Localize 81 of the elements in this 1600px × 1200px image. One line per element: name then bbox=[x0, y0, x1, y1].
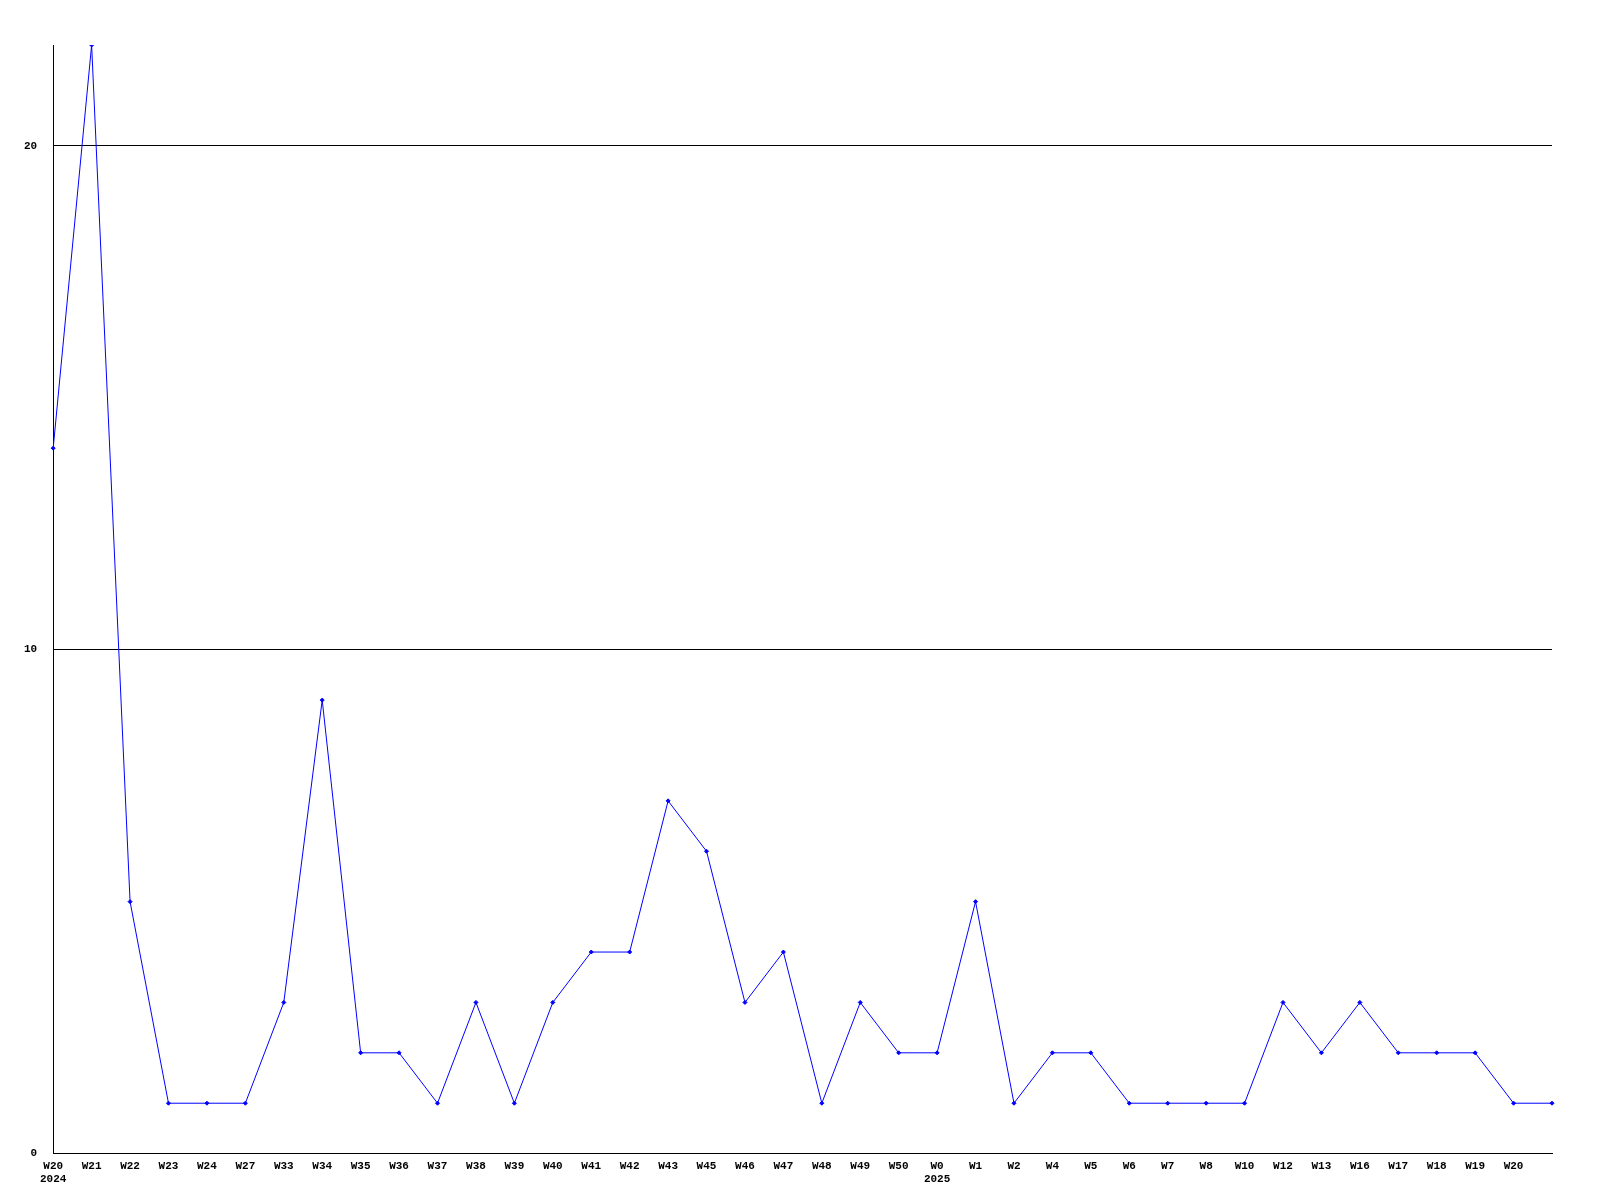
x-tick-label: W8 bbox=[1199, 1159, 1214, 1172]
point bbox=[550, 999, 556, 1005]
x-tick-label: W24 bbox=[197, 1159, 218, 1172]
point bbox=[1472, 1050, 1478, 1056]
point bbox=[973, 899, 979, 905]
x-tick-label: W10 bbox=[1234, 1159, 1255, 1172]
point bbox=[50, 445, 56, 451]
point bbox=[1203, 1100, 1209, 1106]
x-tick-label: W39 bbox=[504, 1159, 525, 1172]
x-tick-label: W33 bbox=[273, 1159, 295, 1172]
x-tick-label: W48 bbox=[811, 1159, 833, 1172]
point bbox=[281, 999, 287, 1005]
point bbox=[819, 1100, 825, 1106]
point bbox=[1280, 999, 1286, 1005]
point bbox=[204, 1100, 210, 1106]
point bbox=[780, 949, 786, 955]
point bbox=[1049, 1050, 1055, 1056]
point bbox=[242, 1100, 248, 1106]
point bbox=[1395, 1050, 1401, 1056]
x-tick-label: W49 bbox=[850, 1159, 871, 1172]
x-tick-label: W19 bbox=[1465, 1159, 1486, 1172]
x-tick-label: W46 bbox=[735, 1159, 755, 1172]
x-tick-label: W50 bbox=[888, 1159, 909, 1172]
x-tick-label: W38 bbox=[466, 1159, 487, 1172]
x-tick-label: W37 bbox=[427, 1159, 448, 1172]
x-tick-label: W20 bbox=[1503, 1159, 1524, 1172]
x-tick-label: W6 bbox=[1122, 1159, 1136, 1172]
x-tick-label: W12 bbox=[1273, 1159, 1293, 1172]
x-tick-label: W1 bbox=[968, 1159, 983, 1172]
point bbox=[473, 999, 479, 1005]
point bbox=[934, 1050, 940, 1056]
x-tick-label: W13 bbox=[1311, 1159, 1332, 1172]
x-tick-label: W4 bbox=[1045, 1159, 1060, 1172]
point bbox=[358, 1050, 364, 1056]
y-tick-label: 20 bbox=[24, 139, 38, 152]
x-tick-label: W36 bbox=[389, 1159, 409, 1172]
x-tick-label: W23 bbox=[158, 1159, 179, 1172]
point bbox=[511, 1100, 517, 1106]
point bbox=[396, 1050, 402, 1056]
x-tick-label: W21 bbox=[81, 1159, 102, 1172]
x-tick-label: W42 bbox=[619, 1159, 640, 1172]
y-tick-label: 0 bbox=[30, 1147, 38, 1160]
point bbox=[857, 999, 863, 1005]
x-tick-label: W34 bbox=[312, 1159, 333, 1172]
x-tick-label: W18 bbox=[1426, 1159, 1447, 1172]
x-tick-label: W40 bbox=[542, 1159, 563, 1172]
point bbox=[1434, 1050, 1440, 1056]
x-tick-label: W45 bbox=[696, 1159, 717, 1172]
x-tick-label: W17 bbox=[1388, 1159, 1409, 1172]
point bbox=[665, 798, 671, 804]
x-tick-label: W47 bbox=[773, 1159, 794, 1172]
point bbox=[742, 999, 748, 1005]
x-tick-label: W43 bbox=[658, 1159, 679, 1172]
point bbox=[1165, 1100, 1171, 1106]
point bbox=[1242, 1100, 1248, 1106]
point bbox=[1011, 1100, 1017, 1106]
x-tick-label: W2 bbox=[1007, 1159, 1021, 1172]
x-tick-label: W35 bbox=[350, 1159, 371, 1172]
x-tick-label: W7 bbox=[1161, 1159, 1175, 1172]
point bbox=[1549, 1100, 1555, 1106]
x-tick-label: W22 bbox=[120, 1159, 140, 1172]
point bbox=[1357, 999, 1363, 1005]
point bbox=[165, 1100, 171, 1106]
x-tick-label: W41 bbox=[581, 1159, 602, 1172]
point bbox=[127, 899, 133, 905]
x-tick-label: W27 bbox=[235, 1159, 256, 1172]
point bbox=[1318, 1050, 1324, 1056]
x-tick-label: W5 bbox=[1084, 1159, 1098, 1172]
point bbox=[627, 949, 633, 955]
point bbox=[1126, 1100, 1132, 1106]
x-tick-label: W0 2025 bbox=[923, 1159, 951, 1186]
y-tick-label: 10 bbox=[24, 643, 38, 656]
x-tick-label: W20 2024 bbox=[40, 1159, 67, 1186]
point bbox=[319, 697, 325, 703]
point bbox=[704, 848, 710, 854]
point bbox=[1511, 1100, 1517, 1106]
point bbox=[896, 1050, 902, 1056]
x-tick-label: W16 bbox=[1349, 1159, 1370, 1172]
point bbox=[588, 949, 594, 955]
point bbox=[1088, 1050, 1094, 1056]
point bbox=[435, 1100, 441, 1106]
